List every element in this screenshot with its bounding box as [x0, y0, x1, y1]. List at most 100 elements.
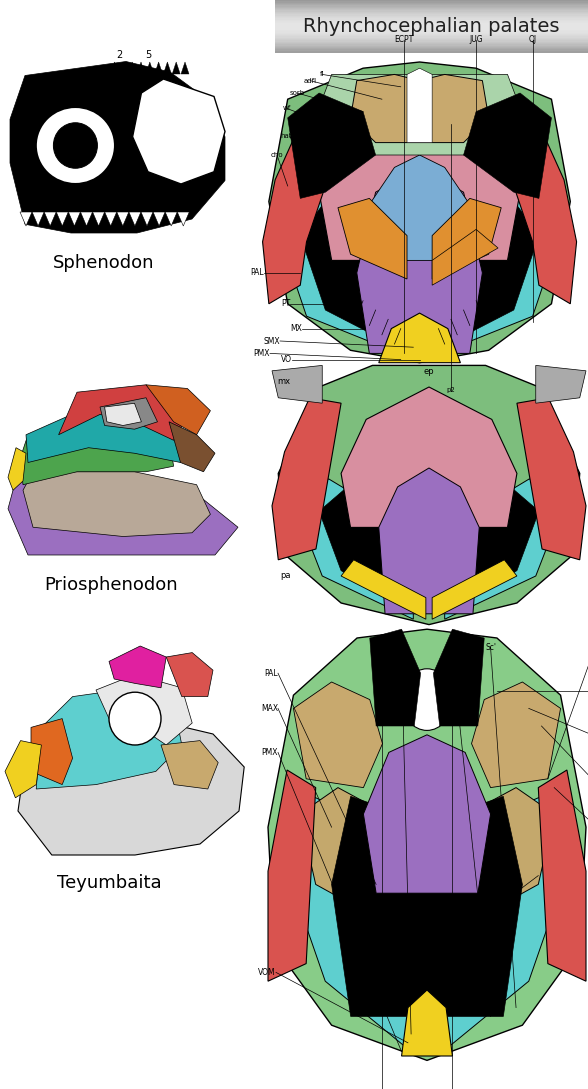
Text: SMX: SMX [263, 337, 280, 345]
Bar [275, 23, 588, 25]
Text: mx: mx [277, 377, 290, 387]
Bar [275, 35, 588, 37]
Polygon shape [268, 770, 316, 981]
Bar [275, 1, 588, 3]
Bar [275, 46, 588, 47]
Bar [275, 9, 588, 11]
Polygon shape [128, 62, 136, 74]
Polygon shape [146, 62, 154, 74]
Polygon shape [357, 168, 482, 354]
Bar [275, 12, 588, 13]
Ellipse shape [44, 129, 50, 135]
Polygon shape [163, 62, 171, 74]
Polygon shape [18, 719, 244, 855]
Polygon shape [146, 384, 211, 435]
Polygon shape [105, 403, 141, 426]
Bar [275, 36, 588, 38]
Polygon shape [432, 186, 558, 356]
Ellipse shape [65, 111, 72, 118]
Polygon shape [269, 62, 570, 363]
Text: PAL: PAL [250, 268, 264, 278]
Bar [275, 34, 588, 36]
Polygon shape [538, 770, 586, 981]
Polygon shape [268, 629, 586, 1061]
Bar [275, 26, 588, 28]
Polygon shape [161, 741, 218, 790]
Bar [275, 22, 588, 24]
Text: can: can [296, 121, 308, 127]
Bar [275, 14, 588, 16]
Polygon shape [293, 682, 382, 787]
Polygon shape [166, 652, 213, 697]
Polygon shape [363, 735, 490, 893]
Polygon shape [109, 646, 166, 688]
Polygon shape [68, 212, 81, 227]
Bar [275, 13, 588, 15]
Polygon shape [36, 688, 182, 790]
Polygon shape [514, 124, 577, 304]
Bar [275, 42, 588, 45]
Text: Sphenodon: Sphenodon [54, 254, 155, 272]
Text: ep: ep [424, 367, 435, 377]
Bar [275, 38, 588, 39]
Polygon shape [319, 81, 520, 260]
Text: PCR: PCR [445, 651, 460, 661]
Polygon shape [517, 397, 586, 560]
Polygon shape [433, 629, 485, 726]
Text: pa: pa [280, 572, 290, 580]
Polygon shape [332, 796, 522, 1016]
Bar [275, 21, 588, 23]
Ellipse shape [92, 167, 99, 173]
Polygon shape [105, 212, 116, 227]
Text: VOM: VOM [258, 968, 276, 977]
Bar [275, 7, 588, 9]
Polygon shape [350, 74, 489, 143]
Polygon shape [443, 796, 567, 1052]
Bar [275, 5, 588, 7]
Bar [275, 27, 588, 29]
Polygon shape [514, 124, 539, 192]
Polygon shape [443, 787, 554, 938]
Text: ECPT: ECPT [395, 36, 413, 45]
Polygon shape [56, 212, 68, 227]
Ellipse shape [92, 118, 99, 124]
Polygon shape [165, 212, 177, 227]
Text: Rhynchocephalian palates: Rhynchocephalian palates [303, 16, 560, 36]
Text: PT: PT [280, 299, 290, 308]
Polygon shape [8, 472, 238, 555]
Text: p2: p2 [447, 387, 455, 393]
Ellipse shape [36, 107, 115, 184]
Polygon shape [445, 479, 561, 620]
Polygon shape [463, 93, 552, 198]
Polygon shape [432, 230, 498, 285]
Polygon shape [59, 384, 188, 440]
Polygon shape [119, 62, 128, 74]
Text: cho: cho [270, 152, 283, 158]
Polygon shape [129, 212, 141, 227]
Bar [275, 4, 588, 5]
Bar [275, 32, 588, 33]
Ellipse shape [109, 693, 161, 745]
Polygon shape [407, 69, 432, 143]
Bar [275, 51, 588, 52]
Polygon shape [536, 366, 586, 403]
Text: Teyumbaita: Teyumbaita [56, 874, 161, 892]
Bar [275, 48, 588, 50]
Polygon shape [272, 397, 341, 560]
Ellipse shape [52, 167, 59, 173]
Polygon shape [341, 560, 426, 620]
Polygon shape [20, 212, 32, 227]
Ellipse shape [101, 129, 108, 135]
Text: wf: wf [283, 106, 291, 111]
Polygon shape [92, 212, 105, 227]
Bar [275, 2, 588, 4]
Bar [275, 19, 588, 20]
Text: sorb: sorb [289, 90, 305, 96]
Ellipse shape [40, 143, 47, 149]
Polygon shape [300, 124, 325, 192]
Bar [275, 15, 588, 17]
Text: 2: 2 [116, 50, 122, 60]
Text: QJ: QJ [529, 36, 537, 45]
Polygon shape [402, 990, 452, 1056]
Bar [275, 39, 588, 40]
